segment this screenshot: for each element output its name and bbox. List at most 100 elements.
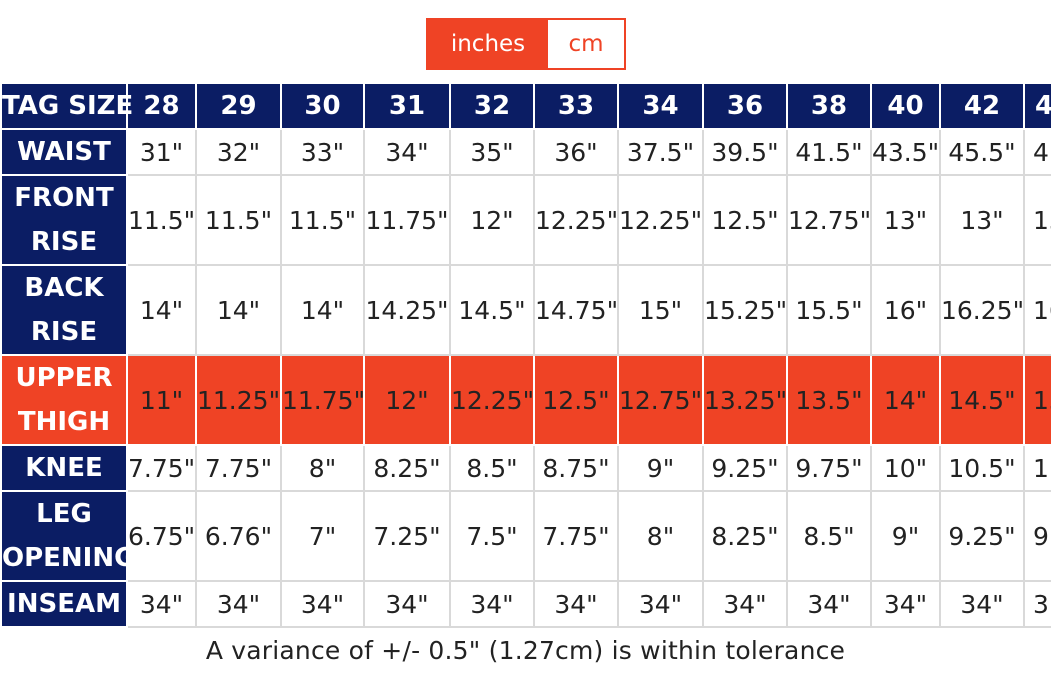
- size-chart: TAG SIZE 28 29 30 31 32 33 34 36 38 40 42 4 WAIST 31" 3…: [0, 82, 1051, 628]
- row-label-line: RISE: [30, 317, 98, 347]
- table-cell: 14": [126, 264, 197, 356]
- table-cell: 11.75": [280, 354, 365, 446]
- measure-row-upper-thigh: UPPER THIGH 11" 11.25" 11.75" 12" 12.25" 12.5" 1…: [0, 354, 1051, 446]
- table-cell: 15": [617, 264, 704, 356]
- table-cell: 11.75": [363, 174, 451, 266]
- table-cell: 15.5": [786, 264, 872, 356]
- unit-cm-button[interactable]: cm: [548, 20, 624, 68]
- table-cell: 8": [617, 490, 704, 582]
- table-cell: 15.25": [702, 264, 788, 356]
- unit-inches-button[interactable]: inches: [428, 20, 548, 68]
- size-header-cell: 29: [195, 82, 282, 130]
- table-cell: 9.75": [786, 444, 872, 492]
- table-cell: 31": [126, 128, 197, 176]
- unit-toggle: inches cm: [426, 18, 626, 70]
- table-cell: 12.75": [786, 174, 872, 266]
- table-cell: 14": [195, 264, 282, 356]
- table-cell: 16: [1023, 264, 1051, 356]
- table-cell: 11.25": [195, 354, 282, 446]
- table-cell: 7.75": [126, 444, 197, 492]
- table-cell: 35": [449, 128, 535, 176]
- table-cell: 15: [1023, 354, 1051, 446]
- tolerance-note: A variance of +/- 0.5" (1.27cm) is withi…: [205, 636, 846, 665]
- size-header-cell: 38: [786, 82, 872, 130]
- table-cell: 12.5": [533, 354, 619, 446]
- table-cell: 41.5": [786, 128, 872, 176]
- row-label-line: OPENING: [2, 543, 136, 573]
- table-cell: 13": [870, 174, 941, 266]
- table-cell: 34": [786, 580, 872, 628]
- table-cell: 10": [870, 444, 941, 492]
- measure-row-knee: KNEE 7.75" 7.75" 8" 8.25" 8.5" 8.75" 9" 9.25" 9.7…: [0, 444, 1051, 492]
- table-cell: 9.25": [939, 490, 1025, 582]
- table-cell: 12.25": [533, 174, 619, 266]
- size-table: TAG SIZE 28 29 30 31 32 33 34 36 38 40 42 4 WAIST 31" 3…: [0, 82, 1051, 628]
- table-cell: 7.75": [533, 490, 619, 582]
- table-cell: 32": [195, 128, 282, 176]
- table-cell: 34": [533, 580, 619, 628]
- measure-row-waist: WAIST 31" 32" 33" 34" 35" 36" 37.5" 39.5" 41.5" 43…: [0, 128, 1051, 176]
- row-label-line: LEG: [36, 499, 92, 529]
- table-cell: 34": [363, 128, 451, 176]
- table-cell: 14": [280, 264, 365, 356]
- table-cell: 34": [617, 580, 704, 628]
- table-cell: 6.76": [195, 490, 282, 582]
- size-header-cell: 40: [870, 82, 941, 130]
- table-cell: 14.25": [363, 264, 451, 356]
- table-cell: 3: [1023, 580, 1051, 628]
- row-label: INSEAM: [0, 580, 128, 628]
- table-cell: 34": [126, 580, 197, 628]
- table-cell: 6.75": [126, 490, 197, 582]
- row-label-line: THIGH: [17, 407, 111, 437]
- table-cell: 34": [280, 580, 365, 628]
- table-cell: 8.25": [363, 444, 451, 492]
- row-label: UPPER THIGH: [0, 354, 128, 446]
- row-label-line: WAIST: [17, 137, 111, 167]
- table-cell: 37.5": [617, 128, 704, 176]
- table-cell: 34": [939, 580, 1025, 628]
- table-cell: 34": [363, 580, 451, 628]
- table-cell: 9": [870, 490, 941, 582]
- table-cell: 16": [870, 264, 941, 356]
- table-cell: 34": [870, 580, 941, 628]
- size-header-cell: 32: [449, 82, 535, 130]
- table-cell: 13.5": [786, 354, 872, 446]
- row-label-line: UPPER: [15, 363, 113, 393]
- size-header-cell: 4: [1023, 82, 1051, 130]
- row-label: KNEE: [0, 444, 128, 492]
- table-cell: 9": [617, 444, 704, 492]
- table-cell: 33": [280, 128, 365, 176]
- table-cell: 16.25": [939, 264, 1025, 356]
- table-cell: 12": [449, 174, 535, 266]
- table-cell: 12.5": [702, 174, 788, 266]
- size-header-row: TAG SIZE 28 29 30 31 32 33 34 36 38 40 42 4: [0, 82, 1051, 130]
- table-cell: 34": [449, 580, 535, 628]
- table-cell: 13.25": [702, 354, 788, 446]
- measure-row-leg-opening: LEG OPENING 6.75" 6.76" 7" 7.25" 7.5" 7.75" 8" 8.…: [0, 490, 1051, 582]
- table-cell: 43.5": [870, 128, 941, 176]
- size-header-cell: 42: [939, 82, 1025, 130]
- table-cell: 12.25": [449, 354, 535, 446]
- table-cell: 12": [363, 354, 451, 446]
- table-cell: 8.5": [786, 490, 872, 582]
- table-cell: 8": [280, 444, 365, 492]
- table-cell: 1: [1023, 444, 1051, 492]
- measure-row-front-rise: FRONT RISE 11.5" 11.5" 11.5" 11.75" 12" 12.25" 1…: [0, 174, 1051, 266]
- table-cell: 14.75": [533, 264, 619, 356]
- table-cell: 7.5": [449, 490, 535, 582]
- table-cell: 11.5": [126, 174, 197, 266]
- table-cell: 8.5": [449, 444, 535, 492]
- size-header-cell: 33: [533, 82, 619, 130]
- table-cell: 11": [126, 354, 197, 446]
- tag-size-header: TAG SIZE: [0, 82, 133, 130]
- table-cell: 14.5": [939, 354, 1025, 446]
- table-cell: 13": [939, 174, 1025, 266]
- row-label: FRONT RISE: [0, 174, 128, 266]
- table-cell: 12.75": [617, 354, 704, 446]
- table-cell: 36": [533, 128, 619, 176]
- table-cell: 10.5": [939, 444, 1025, 492]
- table-cell: 9: [1023, 490, 1051, 582]
- table-cell: 11.5": [195, 174, 282, 266]
- table-cell: 34": [702, 580, 788, 628]
- size-header-cell: 31: [363, 82, 451, 130]
